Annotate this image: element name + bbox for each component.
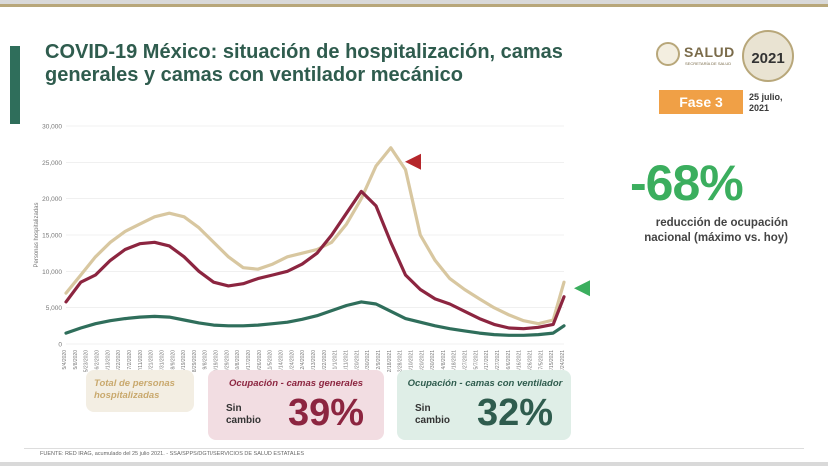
top-accent-bar (0, 4, 828, 7)
salud-logo: SALUD SECRETARÍA DE SALUD (656, 40, 736, 70)
x-tick-label: 3/30/2021 (430, 350, 436, 372)
x-tick-label: 10/8/2020 (235, 350, 241, 372)
x-tick-label: 7/31/2020 (159, 350, 165, 372)
x-tick-label: 4/8/2021 (441, 350, 447, 370)
y-tick-label: 30,000 (42, 124, 62, 131)
y-tick-label: 5,000 (46, 305, 63, 312)
seal-icon (656, 42, 680, 66)
general-status: Sin cambio (226, 403, 262, 426)
x-tick-label: 6/22/2020 (116, 350, 122, 372)
x-tick-label: 6/2/2020 (94, 350, 100, 370)
y-tick-label: 10,000 (42, 269, 62, 276)
x-tick-label: 1/20/2021 (354, 350, 360, 372)
series-line-ventilator (64, 300, 566, 337)
x-tick-label: 8/19/2020 (181, 350, 187, 372)
x-tick-label: 8/29/2020 (192, 350, 198, 372)
x-tick-label: 7/24/2021 (560, 350, 566, 372)
series-line-general (64, 189, 566, 331)
y-tick-label: 0 (58, 342, 62, 349)
x-tick-label: 7/11/2020 (138, 350, 144, 372)
legend-card-general: Ocupación - camas generales Sin cambio 3… (208, 370, 384, 440)
legend-card-total: Total de personas hospitalizadas (86, 370, 194, 412)
today-marker-icon (574, 280, 590, 297)
y-tick-label: 20,000 (42, 196, 62, 203)
x-tick-label: 11/24/2020 (289, 350, 295, 372)
y-tick-label: 25,000 (42, 160, 62, 167)
x-tick-label: 8/9/2020 (170, 350, 176, 370)
x-tick-label: 6/6/2021 (506, 350, 512, 370)
footer-divider (24, 448, 804, 449)
year-2021-logo: 2021 (742, 30, 794, 82)
x-tick-label: 1/11/2021 (343, 350, 349, 372)
x-tick-label: 5/4/2020 (62, 350, 68, 370)
report-date: 25 julio, 2021 (749, 92, 783, 113)
x-tick-label: 11/14/2020 (279, 350, 285, 372)
x-tick-label: 6/13/2020 (105, 350, 111, 372)
ventilator-occupancy-value: 32% (477, 392, 554, 434)
y-tick-label: 15,000 (42, 233, 62, 240)
title-accent-bar (10, 46, 20, 124)
x-tick-label: 2/18/2021 (387, 350, 393, 372)
kpi-description: reducción de ocupación nacional (máximo … (644, 217, 788, 244)
slide: COVID-19 México: situación de hospitaliz… (0, 4, 828, 462)
series-line-total (64, 146, 566, 326)
x-tick-label: 7/21/2020 (149, 350, 155, 372)
logo-text: SALUD (684, 44, 735, 60)
x-tick-label: 5/27/2021 (495, 350, 501, 372)
x-tick-label: 6/26/2021 (528, 350, 534, 372)
logo-subtext: SECRETARÍA DE SALUD (685, 61, 732, 66)
x-tick-label: 7/2/2020 (127, 350, 133, 370)
x-tick-label: 12/4/2020 (300, 350, 306, 372)
x-tick-label: 4/18/2021 (452, 350, 458, 372)
x-tick-label: 3/10/2021 (408, 350, 414, 372)
x-tick-label: 6/16/2021 (517, 350, 523, 372)
general-occupancy-value: 39% (288, 392, 365, 434)
x-tick-label: 5/7/2021 (473, 350, 479, 370)
x-tick-label: 3/20/2021 (419, 350, 425, 372)
x-tick-label: 9/8/2020 (203, 350, 209, 370)
ventilator-occupancy-label: Ocupación - camas con ventilador (407, 378, 563, 389)
legend-total-label: Total de personas hospitalizadas (94, 378, 175, 401)
x-tick-label: 7/5/2021 (538, 350, 544, 370)
footer-source: FUENTE: RED IRAG, acumulado del 25 julio… (40, 451, 304, 457)
x-tick-label: 12/13/2020 (311, 350, 317, 372)
general-occupancy-label: Ocupación - camas generales (228, 378, 364, 389)
x-tick-label: 1/1/2021 (333, 350, 339, 370)
legend-card-ventilator: Ocupación - camas con ventilador Sin cam… (397, 370, 571, 440)
page-title: COVID-19 México: situación de hospitaliz… (45, 41, 563, 86)
x-tick-label: 1/30/2021 (365, 350, 371, 372)
peak-marker-icon (405, 153, 421, 170)
x-tick-label: 9/29/2020 (224, 350, 230, 372)
x-tick-label: 5/23/2020 (84, 350, 90, 372)
x-tick-label: 4/27/2021 (463, 350, 469, 372)
x-tick-label: 10/17/2020 (246, 350, 252, 372)
x-tick-label: 9/19/2020 (214, 350, 220, 372)
x-tick-label: 10/26/2020 (257, 350, 263, 372)
x-tick-label: 12/22/2020 (322, 350, 328, 372)
y-axis-label: Personas hospitalizadas (34, 202, 40, 267)
kpi-value: -68% (630, 155, 744, 211)
x-tick-label: 5/17/2021 (484, 350, 490, 372)
logo-year: 2021 (751, 50, 785, 67)
x-tick-label: 7/15/2021 (549, 350, 555, 372)
x-tick-label: 5/8/2020 (73, 350, 79, 370)
ventilator-status: Sin cambio (415, 403, 451, 426)
x-tick-label: 2/28/2021 (398, 350, 404, 372)
x-tick-label: 2/9/2021 (376, 350, 382, 370)
x-tick-label: 11/5/2020 (268, 350, 274, 372)
phase-badge: Fase 3 (659, 90, 743, 114)
hospitalization-chart: 0 5,000 10,000 15,000 20,000 25,000 30,000 Pers… (34, 124, 590, 372)
